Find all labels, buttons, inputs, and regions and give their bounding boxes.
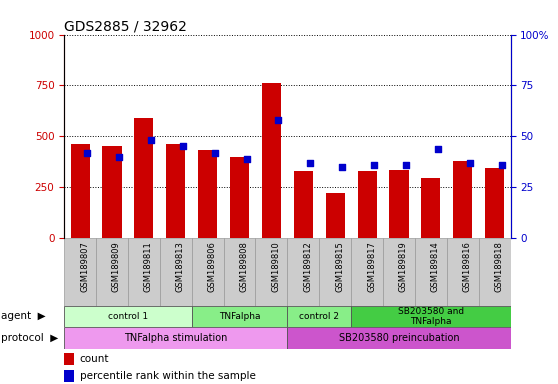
Text: count: count [80, 354, 109, 364]
Text: GSM189816: GSM189816 [463, 242, 472, 292]
Bar [421, 178, 440, 238]
Bar [485, 168, 504, 238]
Text: GDS2885 / 32962: GDS2885 / 32962 [64, 20, 187, 33]
Text: control 2: control 2 [299, 312, 339, 321]
Bar [160, 238, 192, 306]
Text: GSM189815: GSM189815 [335, 242, 344, 292]
Bar [70, 144, 90, 238]
Bar [192, 306, 287, 328]
Bar [64, 306, 192, 328]
Text: agent  ▶: agent ▶ [1, 311, 45, 321]
Text: GSM189808: GSM189808 [239, 242, 248, 292]
Bar [192, 238, 224, 306]
Bar [224, 238, 256, 306]
Text: GSM189812: GSM189812 [304, 242, 312, 292]
Bar [447, 238, 479, 306]
Point [179, 143, 187, 149]
Point [210, 149, 219, 156]
Text: GSM189818: GSM189818 [494, 242, 504, 292]
Text: GSM189811: GSM189811 [144, 242, 153, 292]
Bar [64, 353, 74, 365]
Bar [128, 238, 160, 306]
Text: SB203580 and
TNFalpha: SB203580 and TNFalpha [398, 307, 464, 326]
Bar [319, 238, 351, 306]
Bar [479, 238, 511, 306]
Point [306, 160, 315, 166]
Point [369, 162, 378, 168]
Text: GSM189813: GSM189813 [176, 242, 185, 292]
Bar [351, 306, 511, 328]
Point [497, 162, 506, 168]
Text: GSM189819: GSM189819 [399, 242, 408, 292]
Point [465, 160, 474, 166]
Bar [230, 157, 249, 238]
Text: GSM189806: GSM189806 [208, 242, 217, 292]
Bar [415, 238, 447, 306]
Bar [326, 193, 345, 238]
Bar [358, 171, 377, 238]
Bar [294, 171, 313, 238]
Bar [198, 149, 217, 238]
Bar [134, 118, 153, 238]
Bar [389, 170, 408, 238]
Bar [287, 306, 351, 328]
Point [338, 164, 347, 170]
Bar [64, 238, 96, 306]
Point [434, 146, 442, 152]
Text: control 1: control 1 [108, 312, 148, 321]
Point [114, 154, 123, 160]
Bar [166, 144, 185, 238]
Text: SB203580 preincubation: SB203580 preincubation [339, 333, 459, 343]
Point [83, 149, 92, 156]
Bar [453, 161, 472, 238]
Bar [287, 238, 319, 306]
Text: GSM189817: GSM189817 [367, 242, 376, 292]
Text: protocol  ▶: protocol ▶ [1, 333, 58, 343]
Text: GSM189810: GSM189810 [271, 242, 281, 292]
Point [242, 156, 251, 162]
Text: GSM189807: GSM189807 [80, 242, 89, 292]
Point [274, 117, 283, 123]
Text: GSM189809: GSM189809 [112, 242, 121, 292]
Point [146, 137, 155, 144]
Text: TNFalpha: TNFalpha [219, 312, 260, 321]
Bar [103, 146, 122, 238]
Bar [96, 238, 128, 306]
Bar [256, 238, 287, 306]
Bar [262, 83, 281, 238]
Bar [64, 328, 287, 349]
Bar [383, 238, 415, 306]
Bar [287, 328, 511, 349]
Point [402, 162, 411, 168]
Text: TNFalpha stimulation: TNFalpha stimulation [124, 333, 228, 343]
Bar [64, 370, 74, 382]
Text: percentile rank within the sample: percentile rank within the sample [80, 371, 256, 381]
Text: GSM189814: GSM189814 [431, 242, 440, 292]
Bar [351, 238, 383, 306]
